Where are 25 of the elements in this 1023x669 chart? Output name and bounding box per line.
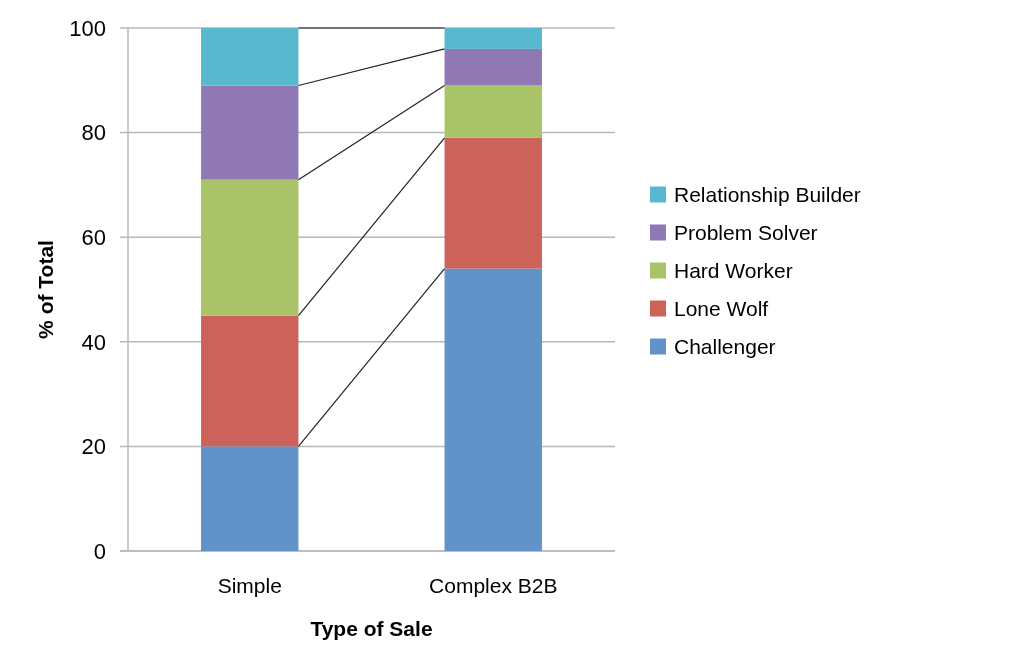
bar bbox=[201, 28, 299, 86]
legend-label: Hard Worker bbox=[674, 258, 793, 282]
bar bbox=[201, 179, 299, 316]
bar bbox=[444, 85, 542, 138]
y-tick-label: 40 bbox=[81, 329, 106, 355]
bar bbox=[444, 28, 542, 49]
y-tick-label: 80 bbox=[81, 120, 106, 146]
y-tick-label: 0 bbox=[93, 538, 106, 564]
y-tick-label: 60 bbox=[81, 224, 106, 250]
x-tick-label: Complex B2B bbox=[429, 574, 558, 597]
legend-label: Relationship Builder bbox=[674, 182, 861, 206]
bar bbox=[201, 85, 299, 180]
x-tick-label: Simple bbox=[217, 574, 282, 597]
legend-label: Problem Solver bbox=[674, 220, 818, 244]
y-tick-label: 100 bbox=[69, 15, 106, 41]
bar bbox=[444, 48, 542, 86]
bar bbox=[201, 446, 299, 551]
x-axis-title: Type of Sale bbox=[310, 617, 433, 640]
bar bbox=[444, 268, 542, 551]
legend-label: Challenger bbox=[674, 334, 776, 358]
bar bbox=[444, 137, 542, 269]
y-tick-label: 20 bbox=[81, 434, 106, 460]
legend-label: Lone Wolf bbox=[674, 296, 769, 320]
y-axis-title: % of Total bbox=[34, 240, 57, 339]
bar bbox=[201, 315, 299, 447]
